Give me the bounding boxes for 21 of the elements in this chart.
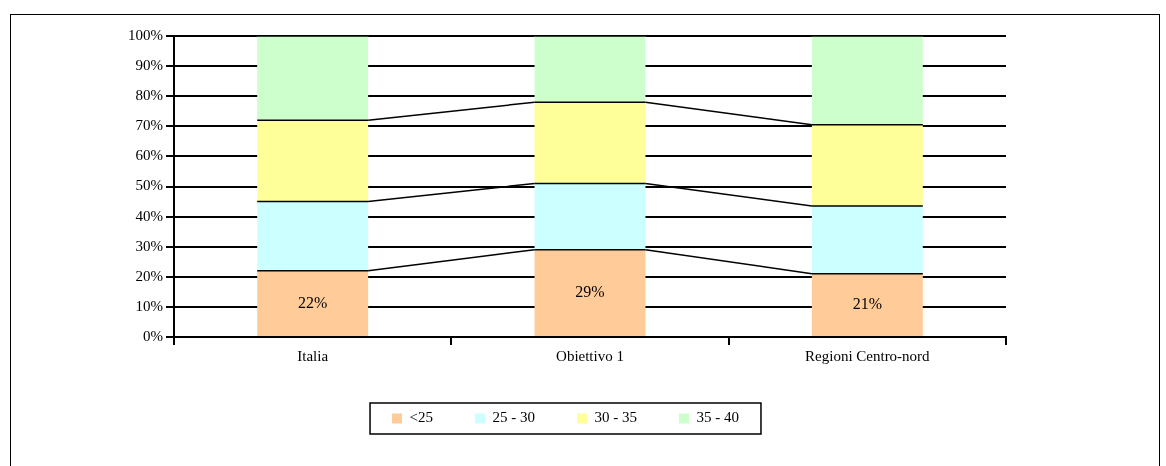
- x-tick-label: Obiettivo 1: [556, 347, 624, 364]
- y-tick-label: 100%: [128, 26, 163, 43]
- data-label: 29%: [575, 283, 605, 301]
- y-tick-label: 50%: [135, 177, 163, 194]
- x-tick-label: Regioni Centro-nord: [805, 347, 931, 364]
- y-tick-label: 40%: [135, 207, 163, 224]
- legend-label: 35 - 40: [696, 409, 739, 426]
- y-tick-label: 90%: [135, 57, 163, 74]
- y-tick-label: 0%: [143, 327, 163, 344]
- legend-label: 25 - 30: [492, 409, 535, 426]
- y-tick-label: 80%: [135, 87, 163, 104]
- legend-label: 30 - 35: [594, 409, 637, 426]
- data-label: 22%: [298, 293, 328, 311]
- y-tick-label: 10%: [135, 297, 163, 314]
- y-tick-label: 30%: [135, 237, 163, 254]
- data-label: 21%: [852, 295, 882, 313]
- y-tick-label: 20%: [135, 267, 163, 284]
- x-tick-label: Italia: [297, 347, 329, 364]
- legend-label: <25: [409, 409, 433, 426]
- y-tick-label: 70%: [135, 117, 163, 134]
- y-tick-label: 60%: [135, 147, 163, 164]
